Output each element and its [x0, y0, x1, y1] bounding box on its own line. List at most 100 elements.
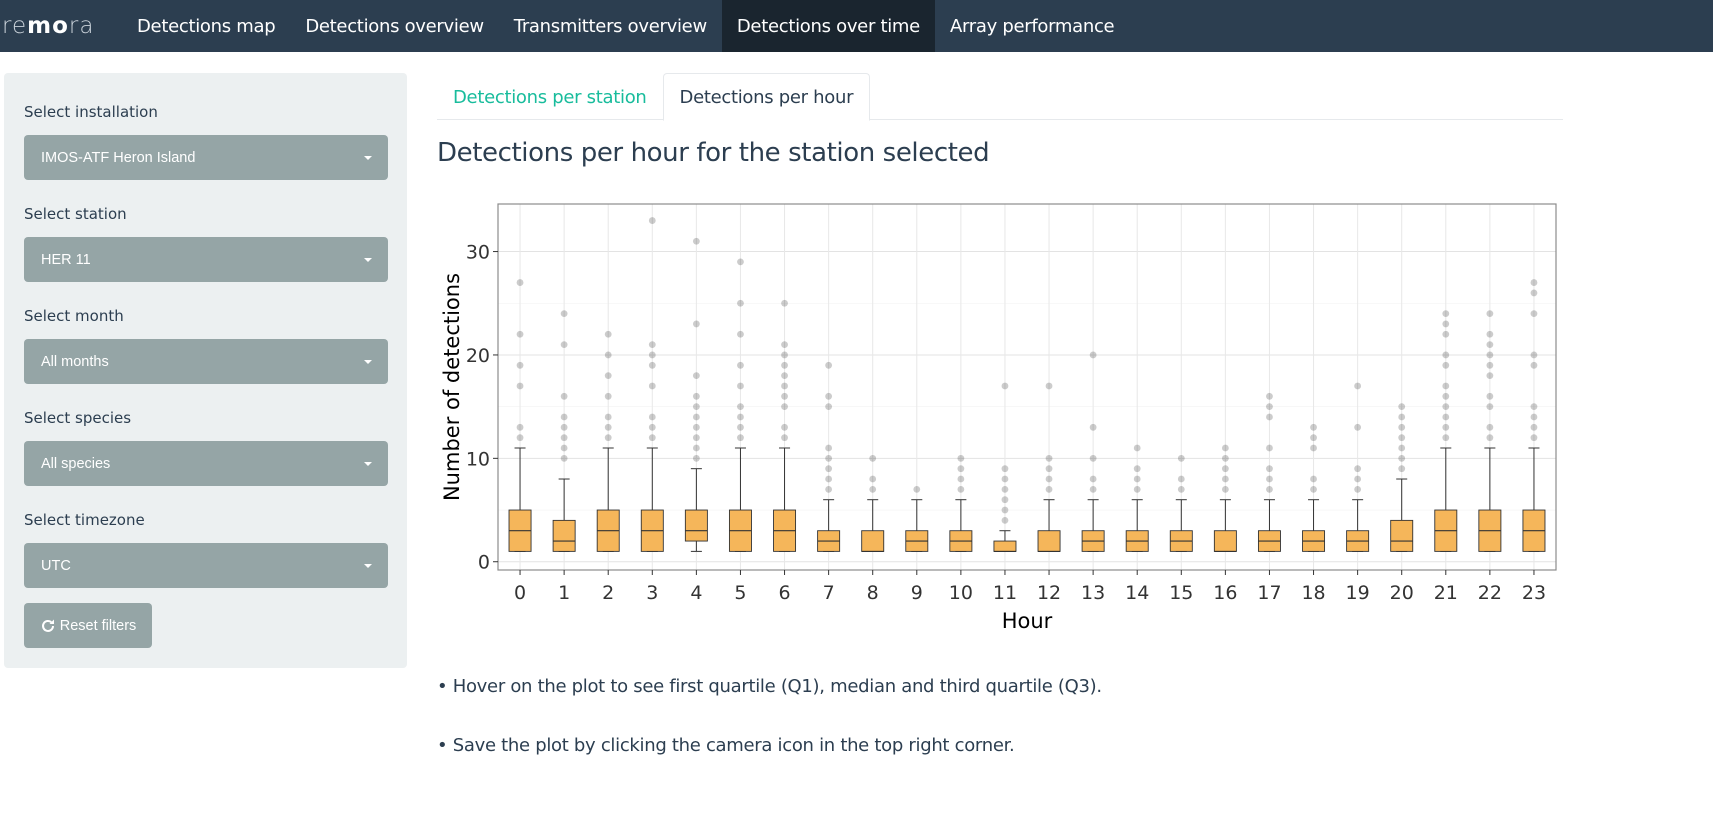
outlier-point: [692, 320, 700, 328]
outlier-point: [560, 454, 568, 462]
timezone-field: Select timezone UTC: [24, 511, 388, 588]
outlier-point: [1266, 465, 1273, 473]
station-label: Select station: [24, 205, 127, 223]
outlier-point: [1001, 496, 1009, 504]
outlier-point: [737, 413, 744, 421]
outlier-point: [1486, 351, 1494, 359]
timezone-label: Select timezone: [24, 511, 145, 529]
x-tick-label: 1: [558, 582, 570, 604]
caret-down-icon: [364, 564, 372, 568]
outlier-point: [604, 330, 612, 338]
outlier-point: [1530, 310, 1538, 317]
top-navbar: re mo ra Detections map Detections overvie…: [0, 0, 1713, 52]
outlier-point: [1221, 485, 1229, 493]
x-axis-title: Hour: [1002, 609, 1053, 633]
outlier-point: [1530, 403, 1538, 411]
installation-select[interactable]: IMOS-ATF Heron Island: [24, 135, 388, 180]
outlier-point: [1001, 382, 1009, 390]
outlier-point: [737, 299, 744, 307]
outlier-point: [1133, 465, 1141, 473]
outlier-point: [781, 403, 788, 411]
outlier-point: [1442, 434, 1450, 442]
caret-down-icon: [364, 258, 372, 262]
outlier-point: [1310, 434, 1317, 442]
refresh-icon: [41, 619, 54, 632]
nav-array-performance[interactable]: Array performance: [949, 15, 1115, 37]
outlier-point: [1530, 289, 1538, 297]
x-tick-label: 19: [1346, 582, 1370, 604]
outlier-point: [781, 351, 788, 359]
outlier-point: [560, 423, 568, 431]
outlier-point: [692, 454, 700, 462]
outlier-point: [957, 465, 965, 473]
y-tick-label: 0: [478, 552, 490, 574]
outlier-point: [648, 434, 656, 442]
outlier-point: [1442, 310, 1450, 317]
outlier-point: [825, 465, 833, 473]
outlier-point: [516, 423, 524, 431]
box-hour-20: [1390, 519, 1414, 552]
tab-bar: Detections per station Detections per ho…: [437, 73, 1563, 121]
outlier-point: [1442, 382, 1450, 390]
nav-detections-overview[interactable]: Detections overview: [305, 15, 484, 37]
outlier-point: [781, 423, 788, 431]
page-title: Detections per hour for the station sele…: [437, 138, 990, 168]
outlier-point: [692, 434, 700, 442]
outlier-point: [1221, 454, 1229, 462]
outlier-point: [737, 434, 744, 442]
outlier-point: [869, 454, 877, 462]
outlier-point: [692, 372, 700, 380]
tab-detections-per-station[interactable]: Detections per station: [453, 86, 647, 108]
box-hour-11: [993, 540, 1017, 552]
plot-border: [497, 203, 1557, 571]
outlier-point: [1310, 485, 1317, 493]
caret-down-icon: [364, 360, 372, 364]
outlier-point: [1442, 423, 1450, 431]
outlier-point: [1398, 444, 1406, 452]
outlier-point: [737, 423, 744, 431]
outlier-point: [825, 475, 833, 483]
outlier-point: [737, 382, 744, 390]
outlier-point: [1398, 403, 1406, 411]
brand-logo[interactable]: re mo ra: [0, 0, 122, 52]
outlier-point: [957, 454, 965, 462]
tab-detections-per-hour[interactable]: Detections per hour: [662, 73, 871, 121]
species-select[interactable]: All species: [24, 441, 388, 486]
nav-detections-over-time[interactable]: Detections over time: [721, 0, 935, 52]
outlier-point: [648, 413, 656, 421]
installation-value: IMOS-ATF Heron Island: [41, 149, 196, 166]
outlier-point: [1133, 444, 1141, 452]
nav-transmitters-overview[interactable]: Transmitters overview: [513, 15, 707, 37]
outlier-point: [1530, 279, 1538, 286]
outlier-point: [1266, 475, 1273, 483]
outlier-point: [781, 341, 788, 349]
x-tick-label: 14: [1125, 582, 1149, 604]
reset-filters-button[interactable]: Reset filters: [24, 603, 152, 648]
outlier-point: [737, 330, 744, 338]
outlier-point: [692, 423, 700, 431]
nav-detections-map[interactable]: Detections map: [137, 15, 276, 37]
outlier-point: [1001, 516, 1009, 524]
outlier-point: [1442, 403, 1450, 411]
y-tick-label: 20: [466, 345, 490, 367]
outlier-point: [1266, 413, 1273, 421]
outlier-point: [604, 372, 612, 380]
station-select[interactable]: HER 11: [24, 237, 388, 282]
outlier-point: [692, 403, 700, 411]
x-tick-label: 10: [949, 582, 973, 604]
outlier-point: [560, 341, 568, 349]
x-tick-label: 13: [1081, 582, 1105, 604]
brand-text-2: mo: [27, 13, 69, 39]
outlier-point: [1045, 485, 1053, 493]
timezone-select[interactable]: UTC: [24, 543, 388, 588]
outlier-point: [516, 382, 524, 390]
outlier-point: [1089, 475, 1097, 483]
outlier-point: [1133, 475, 1141, 483]
outlier-point: [1530, 423, 1538, 431]
outlier-point: [1530, 361, 1538, 369]
outlier-point: [1442, 361, 1450, 369]
x-tick-label: 12: [1037, 582, 1061, 604]
outlier-point: [692, 413, 700, 421]
month-select[interactable]: All months: [24, 339, 388, 384]
